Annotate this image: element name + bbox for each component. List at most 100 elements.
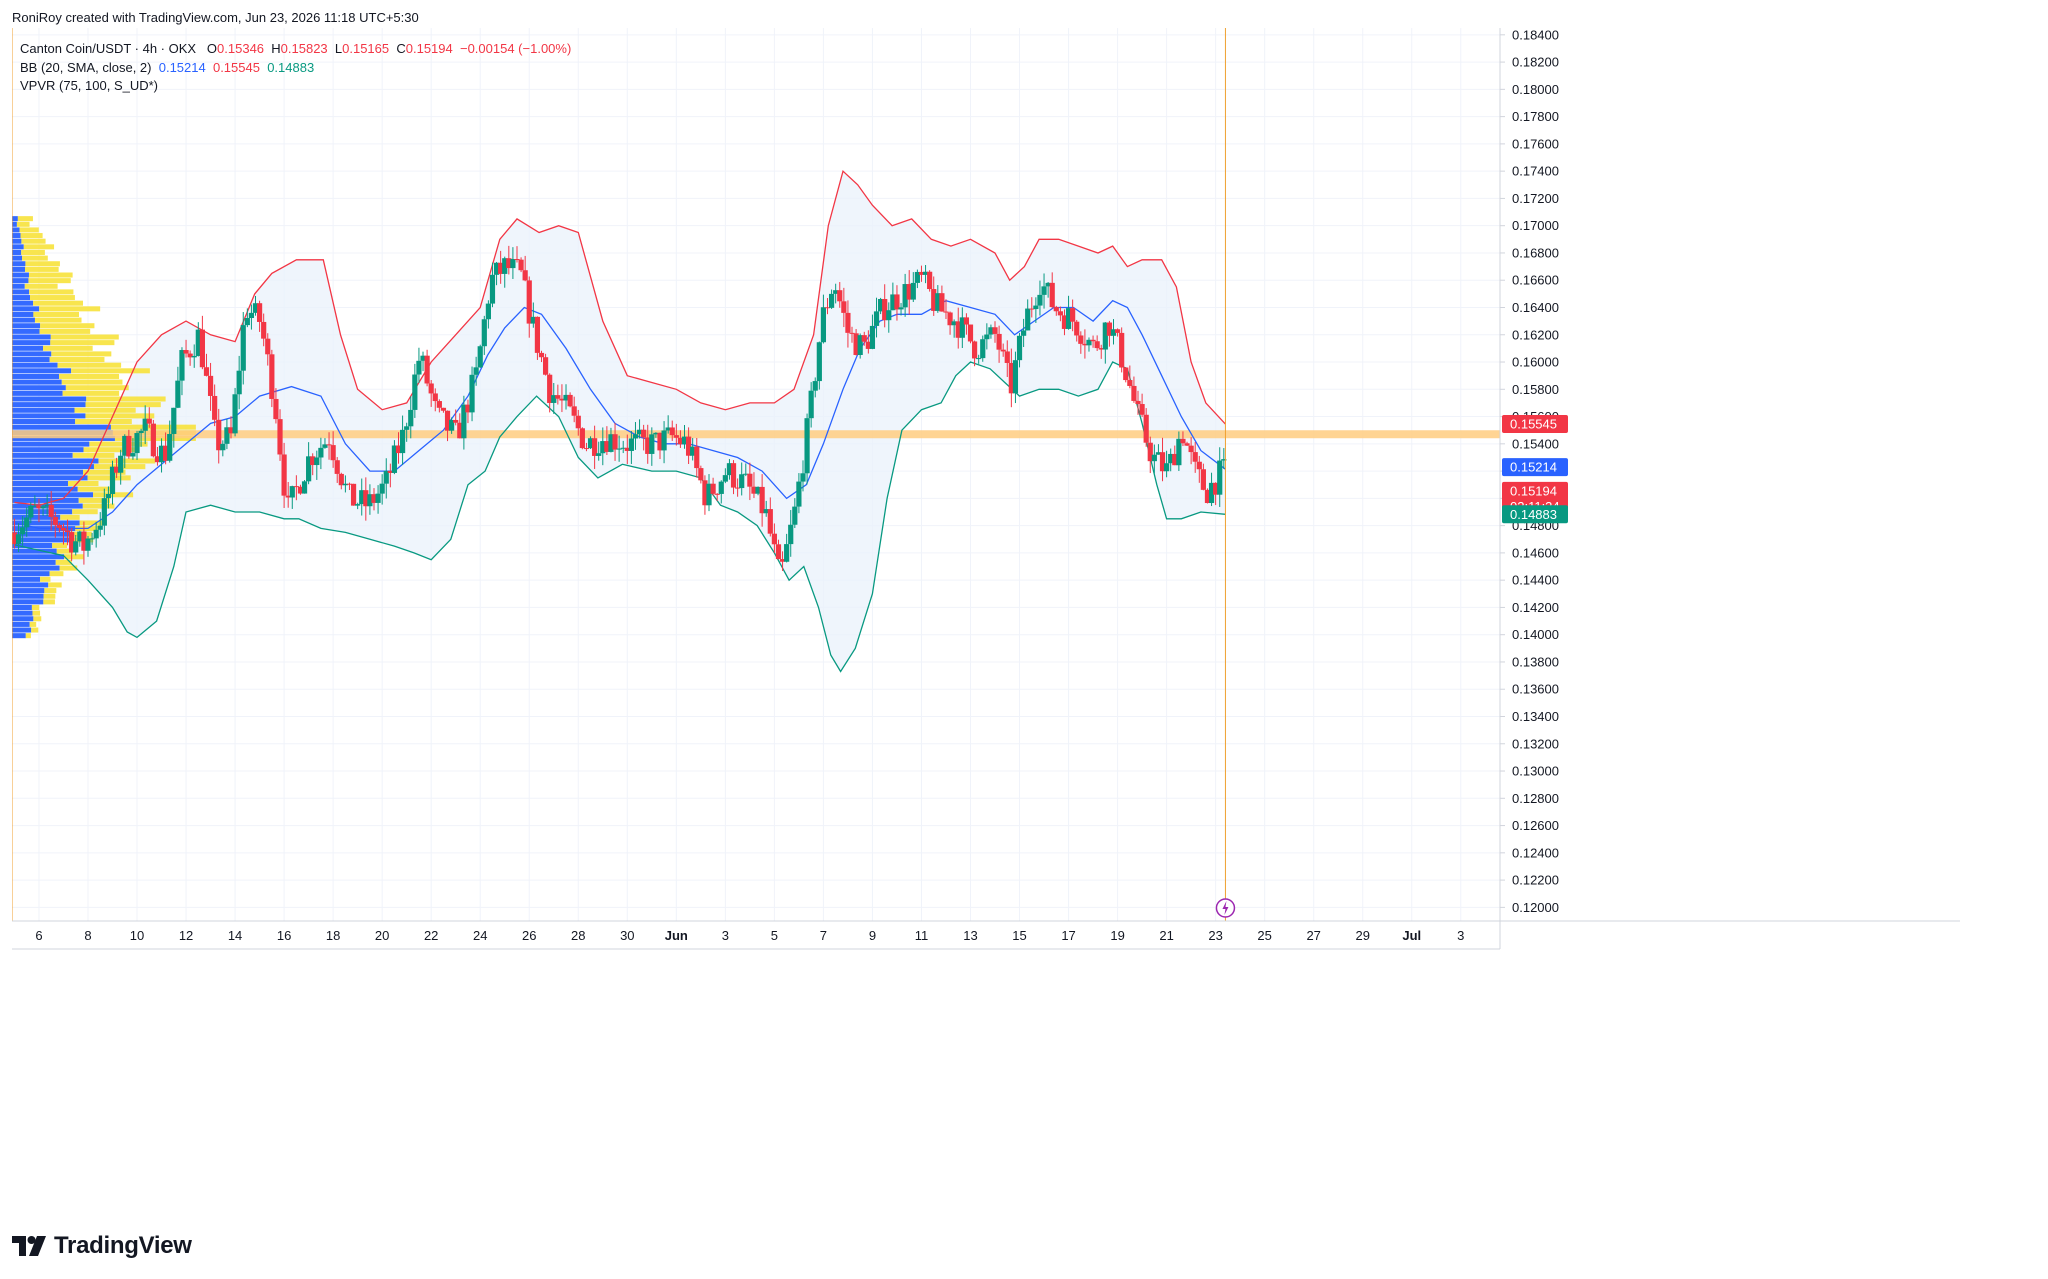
candle-body — [1045, 282, 1051, 287]
candle-body — [195, 329, 201, 356]
volume-profile-down-bar — [82, 503, 115, 509]
candle-body — [730, 463, 737, 488]
candle-body — [363, 490, 369, 507]
candle-body — [1135, 400, 1141, 405]
candle-body — [105, 493, 112, 499]
candle-body — [514, 259, 520, 261]
candle-body — [248, 312, 255, 319]
volume-profile-up-bar — [12, 537, 72, 543]
candle-body — [530, 316, 536, 324]
volume-profile-up-bar — [12, 469, 84, 475]
candle-body — [506, 258, 512, 269]
price-chart[interactable]: 0.18400 0.18200 0.18000 0.17800 0.17600 0.174… — [12, 28, 1960, 1180]
candle-body — [449, 419, 455, 431]
candle-body — [534, 316, 541, 353]
candle-body — [935, 293, 941, 311]
volume-profile-up-bar — [12, 396, 87, 402]
symbol-row[interactable]: Canton Coin/USDT · 4h · OKX O0.15346 H0.… — [20, 40, 571, 59]
candle-body — [747, 473, 753, 487]
candle-body — [902, 284, 908, 308]
candle-body — [918, 271, 925, 275]
volume-profile-down-bar — [39, 328, 91, 334]
candle-body — [440, 407, 447, 411]
candle-body — [371, 494, 377, 503]
price-tick-label: 0.14400 — [1512, 573, 1559, 588]
candle-body — [85, 538, 91, 551]
candle-body — [330, 445, 336, 461]
candle-body — [1061, 315, 1068, 329]
chart-area[interactable]: 0.18400 0.18200 0.18000 0.17800 0.17600 0.174… — [12, 28, 1960, 1180]
candle-body — [735, 487, 741, 489]
candle-body — [808, 390, 814, 419]
tradingview-logo[interactable]: TradingView — [12, 1232, 192, 1260]
volume-profile-up-bar — [12, 300, 34, 306]
price-tick-label: 0.16800 — [1512, 245, 1559, 260]
volume-profile-up-bar — [12, 227, 20, 233]
bb-row[interactable]: BB (20, SMA, close, 2) 0.15214 0.15545 0… — [20, 59, 571, 78]
candle-body — [81, 531, 87, 551]
open-label: O — [206, 41, 218, 56]
candle-body — [424, 355, 430, 384]
candle-body — [1086, 339, 1092, 346]
candle-body — [665, 427, 671, 431]
candle-body — [645, 437, 651, 454]
candle-body — [477, 346, 483, 368]
candle-body — [963, 317, 970, 325]
volume-profile-down-bar — [93, 492, 134, 498]
candle-body — [158, 445, 165, 463]
candle-body — [976, 358, 982, 360]
candle-body — [1159, 452, 1166, 472]
candle-body — [404, 426, 410, 430]
candle-body — [812, 381, 818, 391]
candle-body — [988, 327, 994, 335]
candle-body — [890, 294, 896, 311]
price-tick-label: 0.14200 — [1512, 600, 1559, 615]
candle-body — [726, 463, 733, 476]
candle-body — [681, 436, 688, 445]
volume-profile-up-bar — [12, 328, 40, 334]
candle-body — [101, 498, 107, 526]
volume-profile-down-bar — [64, 554, 84, 560]
volume-profile-down-bar — [51, 351, 112, 357]
volume-profile-down-bar — [89, 441, 148, 447]
candle-body — [690, 446, 696, 456]
candle-body — [910, 282, 916, 300]
candle-body — [1151, 454, 1157, 462]
candle-body — [485, 303, 491, 320]
candle-body — [355, 504, 361, 506]
candle-body — [228, 427, 234, 434]
price-tick-label: 0.16200 — [1512, 327, 1559, 342]
high-value: 0.15823 — [280, 41, 328, 56]
candle-body — [653, 432, 659, 435]
volume-profile-up-bar — [12, 480, 68, 487]
volume-profile-up-bar — [12, 531, 71, 537]
candle-body — [306, 456, 312, 482]
volume-profile-up-bar — [12, 582, 49, 588]
candle-body — [383, 470, 389, 484]
candle-body — [420, 355, 426, 361]
candle-body — [1119, 332, 1125, 368]
candle-body — [1057, 311, 1063, 316]
time-tick-label: 19 — [1110, 928, 1124, 943]
candle-body — [1025, 308, 1031, 331]
candle-body — [150, 423, 156, 457]
volume-profile-down-bar — [85, 402, 161, 408]
volume-profile-up-bar — [12, 368, 72, 374]
volume-profile-down-bar — [21, 238, 46, 244]
candle-body — [1147, 442, 1153, 462]
candle-body — [334, 460, 340, 474]
volume-profile-down-bar — [67, 480, 99, 487]
change-value: −0.00154 (−1.00%) — [459, 41, 572, 56]
candle-body — [763, 509, 769, 514]
candle-body — [959, 317, 965, 338]
vpvr-row[interactable]: VPVR (75, 100, S_UD*) — [20, 77, 571, 96]
candle-body — [130, 453, 136, 457]
candle-body — [408, 409, 414, 427]
candle-body — [52, 516, 58, 525]
candle-body — [804, 418, 810, 474]
candle-body — [24, 517, 30, 528]
price-tick-label: 0.17400 — [1512, 164, 1559, 179]
close-value: 0.15194 — [405, 41, 453, 56]
price-axis-badge-text: 0.15194 — [1510, 483, 1557, 498]
candle-body — [379, 483, 385, 494]
